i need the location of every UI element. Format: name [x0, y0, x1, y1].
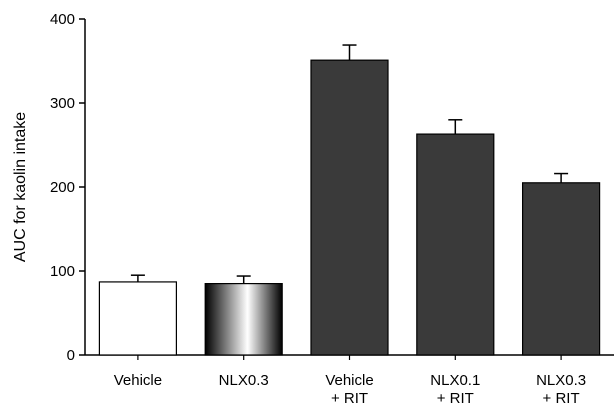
bar-4: [416, 133, 495, 356]
x-category-label: Vehicle: [325, 372, 373, 389]
y-tick-label: 0: [67, 347, 75, 364]
y-tick-label: 300: [50, 95, 75, 112]
y-tick-label: 100: [50, 263, 75, 280]
bar-1: [98, 281, 178, 356]
x-category-label: NLX0.3: [219, 372, 269, 389]
x-category-label: Vehicle: [114, 372, 162, 389]
x-category-label: NLX0.3: [536, 372, 586, 389]
y-tick-label: 400: [50, 11, 75, 28]
x-category-label: + RIT: [543, 390, 580, 407]
x-category-label: + RIT: [331, 390, 368, 407]
bar-5: [521, 182, 601, 356]
y-tick-label: 200: [50, 179, 75, 196]
y-axis-label: AUC for kaolin intake: [12, 112, 29, 262]
bar-2: [204, 283, 283, 356]
bar-3: [310, 59, 389, 356]
x-category-label: + RIT: [437, 390, 474, 407]
x-category-label: NLX0.1: [430, 372, 480, 389]
